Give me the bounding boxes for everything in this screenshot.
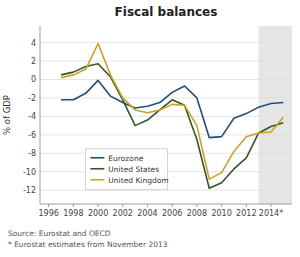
x-tick-label: 2002: [113, 209, 133, 218]
legend: Eurozone United States United Kingdom: [85, 149, 168, 190]
chart: 4 2 0 -2 -4 -6 -8 -10 -12 1996 1998 2000 2002 2004 200…: [0, 0, 300, 257]
y-label: % of GDP: [2, 95, 12, 135]
title: Fiscal balances: [115, 5, 218, 19]
x-tick-label: 1996: [38, 209, 58, 218]
y-tick-label: -6: [28, 131, 36, 140]
grid-line: [40, 116, 292, 117]
plot-area: [259, 26, 292, 204]
y-grid: [40, 43, 292, 191]
shaded-range: [259, 26, 292, 204]
y-tick-label: -12: [23, 186, 36, 195]
y-tick-label: -2: [28, 94, 36, 103]
y-axis: [40, 26, 41, 204]
x-tick: [98, 204, 99, 207]
y-tick-label: -4: [28, 112, 36, 121]
legend-label: United States: [108, 165, 159, 174]
x-tick-label: 2004: [137, 209, 157, 218]
y-tick-label: -10: [23, 168, 36, 177]
x-tick-label: 2010: [211, 209, 231, 218]
y-tick-label: -8: [28, 149, 36, 158]
x-tick-label: 2006: [162, 209, 182, 218]
x-tick: [172, 204, 173, 207]
x-tick-label: 1998: [63, 209, 83, 218]
x-axis: [40, 204, 292, 205]
legend-swatch: [90, 168, 104, 170]
series-line: [61, 80, 283, 137]
x-tick: [271, 204, 272, 207]
legend-label: United Kingdom: [108, 176, 168, 185]
x-tick-label: 2000: [88, 209, 108, 218]
grid-line: [40, 61, 292, 62]
y-tick-label: 0: [31, 75, 36, 84]
x-tick: [246, 204, 247, 207]
x-tick: [196, 204, 197, 207]
y-tick-label: 2: [31, 57, 36, 66]
y-tick-label: 4: [31, 39, 36, 48]
x-tick-label: 2014*: [259, 209, 283, 218]
x-tick: [73, 204, 74, 207]
legend-swatch: [90, 179, 104, 181]
x-tick-label: 2008: [187, 209, 207, 218]
x-tick-label: 2012: [236, 209, 256, 218]
legend-label: Eurozone: [108, 154, 143, 163]
x-tick: [147, 204, 148, 207]
grid-line: [40, 79, 292, 80]
x-tick: [122, 204, 123, 207]
annotation: * Eurostat estimates from November 2013: [8, 240, 168, 249]
grid-line: [40, 42, 292, 43]
x-tick: [221, 204, 222, 207]
annotation: Source: Eurostat and OECD: [8, 229, 111, 238]
x-tick: [48, 204, 49, 207]
legend-swatch: [90, 157, 104, 159]
